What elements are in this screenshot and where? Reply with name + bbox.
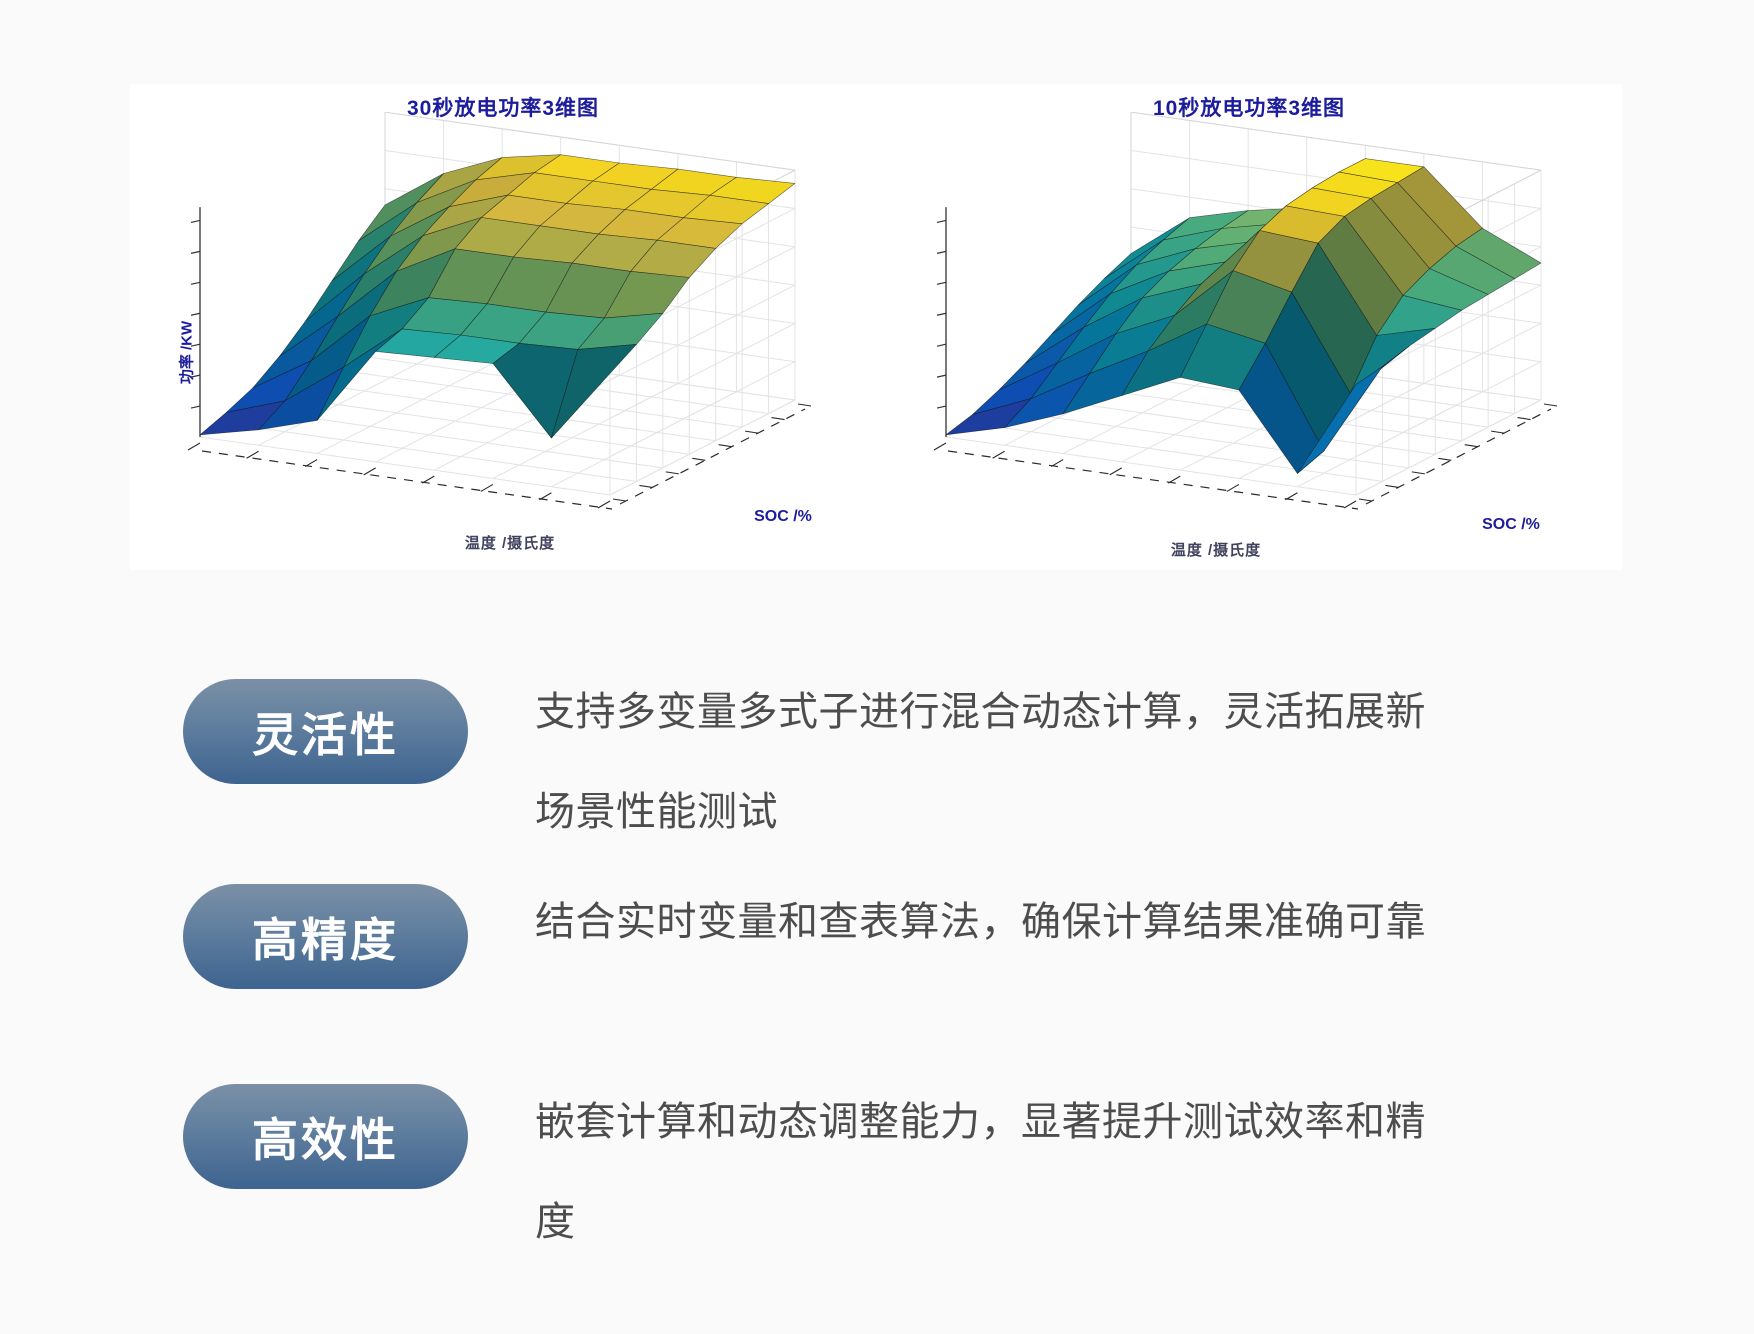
chart-block-30s: 30秒放电功率3维图 功率 /KW 温度 /摄氏度 SOC /% — [130, 84, 876, 570]
chart-block-10s: 10秒放电功率3维图 温度 /摄氏度 SOC /% — [876, 84, 1622, 570]
soc-axis-label-10s: SOC /% — [1482, 516, 1540, 533]
feature-description-line: 嵌套计算和动态调整能力，显著提升测试效率和精 — [535, 1100, 1426, 1144]
feature-description-line: 结合实时变量和查表算法，确保计算结果准确可靠 — [535, 900, 1426, 944]
chart-title-30s: 30秒放电功率3维图 — [406, 97, 600, 120]
x-axis-label-10s: 温度 /摄氏度 — [1170, 542, 1262, 559]
surface-plot-30s — [187, 112, 812, 510]
soc-axis-label-30s: SOC /% — [754, 508, 812, 525]
surface-plot-10s — [933, 112, 1558, 510]
feature-description-efficiency: 嵌套计算和动态调整能力，显著提升测试效率和精 度 — [535, 1072, 1435, 1272]
feature-description-flexibility: 支持多变量多式子进行混合动态计算，灵活拓展新 场景性能测试 — [535, 662, 1435, 862]
feature-badge-flexibility: 灵活性 — [183, 679, 468, 784]
feature-badge-efficiency: 高效性 — [183, 1084, 468, 1189]
x-axis-label-30s: 温度 /摄氏度 — [464, 535, 556, 552]
z-axis-label-30s: 功率 /KW — [178, 320, 196, 385]
feature-description-line: 度 — [535, 1200, 576, 1244]
charts-panel: 30秒放电功率3维图 功率 /KW 温度 /摄氏度 SOC /% 10秒放电功率… — [130, 84, 1622, 570]
feature-description-precision: 结合实时变量和查表算法，确保计算结果准确可靠 — [535, 872, 1435, 972]
chart-title-10s: 10秒放电功率3维图 — [1152, 97, 1346, 120]
feature-badge-precision: 高精度 — [183, 884, 468, 989]
feature-description-line: 场景性能测试 — [535, 790, 778, 834]
feature-description-line: 支持多变量多式子进行混合动态计算，灵活拓展新 — [535, 690, 1426, 734]
